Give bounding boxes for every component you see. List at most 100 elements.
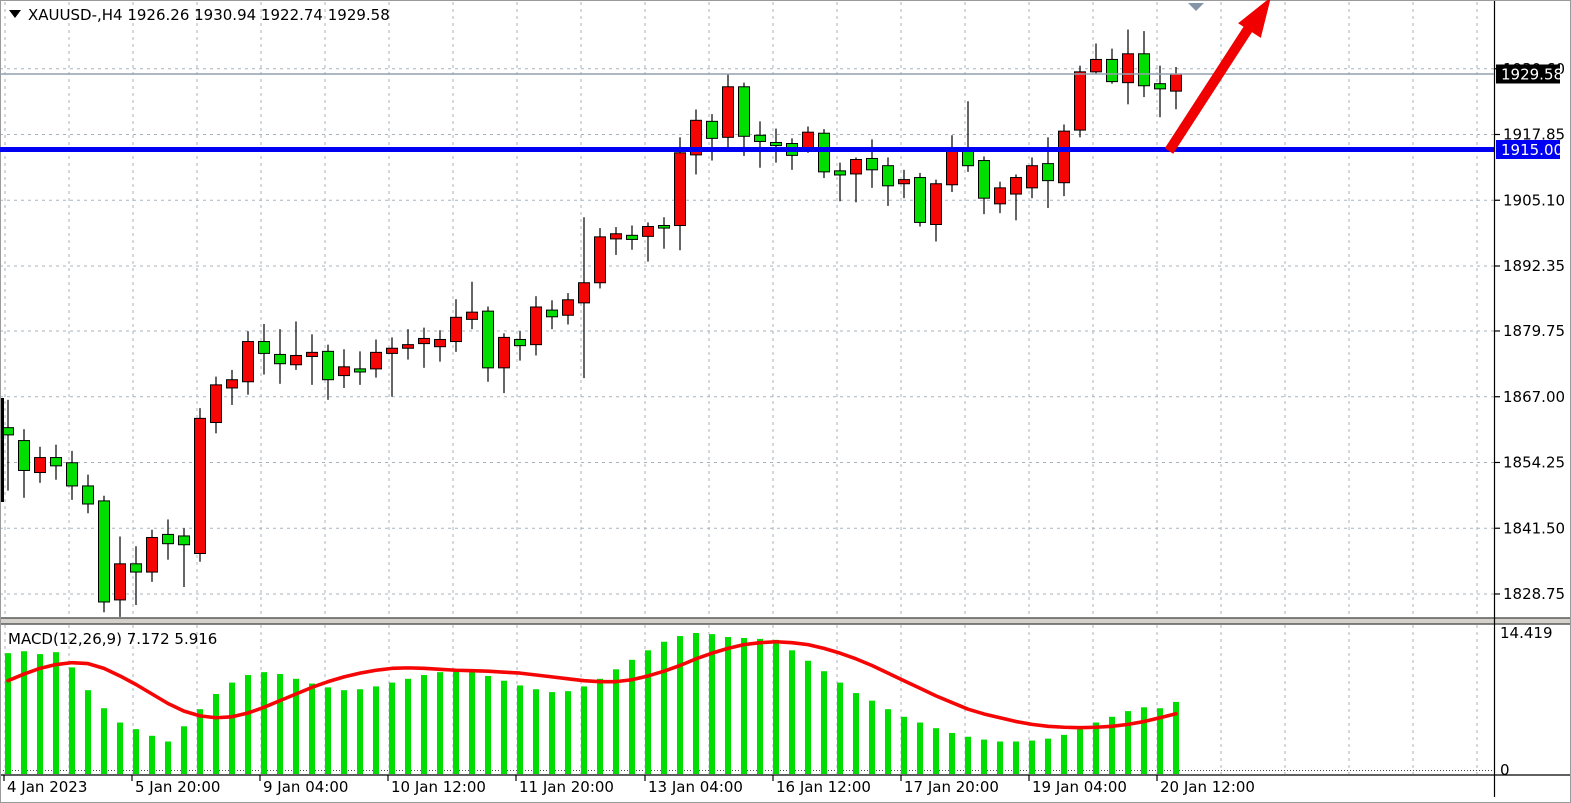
macd-histogram-bar: [1125, 711, 1131, 774]
macd-histogram-bar: [293, 678, 299, 774]
time-axis[interactable]: 4 Jan 2023 5 Jan 20:00 9 Jan 04:00 10 Jan 1…: [3, 775, 1255, 796]
candle-bullish: [1170, 73, 1182, 92]
macd-panel-background: [0, 624, 1571, 775]
candle-bearish: [914, 177, 926, 223]
price-axis-label: 1867.00: [1503, 388, 1565, 406]
macd-scale-zero-label: 0: [1500, 761, 1510, 779]
candle-bullish: [290, 354, 302, 366]
macd-histogram-bar: [757, 638, 763, 774]
panel-splitter[interactable]: [0, 617, 1571, 625]
macd-signal-line: [6, 639, 1178, 730]
macd-histogram-bar: [309, 683, 315, 774]
candle-bearish: [354, 368, 366, 373]
chart-title: XAUUSD-,H4 1926.26 1930.94 1922.74 1929.…: [9, 6, 390, 24]
candle-bullish: [434, 338, 446, 348]
price-axis[interactable]: 1930.601917.851905.101892.351879.751867.…: [1494, 60, 1565, 779]
price-axis-label: 1905.10: [1503, 191, 1565, 209]
hline-price-tag: 1915.00: [1496, 140, 1563, 159]
candle-bullish: [418, 337, 430, 345]
candle-bullish: [930, 183, 942, 225]
macd-histogram-bar: [325, 687, 331, 774]
macd-histogram-bar: [565, 691, 571, 774]
candle-bullish: [370, 351, 382, 370]
horizontal-support-line[interactable]: [0, 147, 1494, 152]
macd-histogram-bar: [373, 686, 379, 774]
macd-histogram-bar: [517, 685, 523, 774]
candle-bullish: [114, 563, 126, 601]
candle-bullish: [226, 379, 238, 389]
candle-bullish: [642, 226, 654, 237]
candle-bearish: [482, 310, 494, 369]
chevron-down-marker-icon[interactable]: [1188, 3, 1204, 11]
macd-histogram-bar: [245, 675, 251, 774]
candle-bearish: [514, 338, 526, 347]
triangle-down-icon[interactable]: [9, 10, 21, 18]
macd-histogram-bar: [917, 722, 923, 774]
candle-bullish: [498, 336, 510, 369]
macd-histogram-bar: [85, 690, 91, 774]
candle-bearish: [18, 440, 30, 471]
macd-histogram-bar: [645, 650, 651, 774]
macd-histogram-bar: [117, 722, 123, 774]
trend-arrow-annotation[interactable]: [1164, 0, 1271, 154]
time-axis-label: 13 Jan 04:00: [648, 778, 743, 796]
symbol-ohlc-text: XAUUSD-,H4 1926.26 1930.94 1922.74 1929.…: [28, 6, 390, 24]
macd-histogram-bar: [1173, 701, 1179, 774]
candle-bearish: [818, 132, 830, 173]
macd-histogram-bar: [501, 680, 507, 774]
macd-histogram-bar: [981, 739, 987, 774]
candle-bearish: [258, 341, 270, 354]
macd-histogram-bar: [709, 634, 715, 774]
candle-bullish: [1074, 71, 1086, 131]
macd-histogram-bar: [1109, 716, 1115, 774]
candle-bullish: [594, 236, 606, 284]
macd-histogram-bar: [581, 686, 587, 774]
macd-histogram-bar: [277, 674, 283, 774]
candle-bearish: [658, 225, 670, 229]
candle-bullish: [146, 537, 158, 573]
candle-bullish: [242, 341, 254, 383]
macd-histogram-bar: [405, 678, 411, 774]
candle-bullish: [690, 119, 702, 156]
macd-histogram-bar: [469, 672, 475, 774]
candle-bullish: [850, 159, 862, 175]
price-axis-label: 1841.50: [1503, 519, 1565, 537]
macd-histogram-bar: [37, 654, 43, 774]
candle-bullish: [34, 457, 46, 474]
candle-bullish: [610, 233, 622, 240]
candle-bearish: [82, 485, 94, 505]
macd-histogram-bar: [949, 732, 955, 774]
candle-bullish: [530, 306, 542, 346]
macd-histogram-bar: [933, 728, 939, 774]
candle-bearish: [738, 86, 750, 137]
macd-histogram-bar: [421, 675, 427, 774]
macd-histogram-bar: [229, 682, 235, 774]
macd-histogram-bar: [1029, 740, 1035, 774]
candle-bullish: [338, 366, 350, 377]
price-axis-label: 1828.75: [1503, 585, 1565, 603]
price-axis-label: 1917.85: [1503, 126, 1565, 144]
macd-histogram-bar: [1093, 722, 1099, 774]
macd-histogram-bar: [5, 653, 11, 774]
macd-histogram-bar: [741, 637, 747, 774]
candle-bullish: [306, 351, 318, 358]
macd-histogram-bar: [885, 709, 891, 774]
candle-bullish: [578, 282, 590, 304]
candles-layer: [2, 29, 1182, 617]
macd-histogram-bar: [533, 689, 539, 774]
candle-bearish: [834, 170, 846, 176]
time-axis-label: 10 Jan 12:00: [391, 778, 486, 796]
macd-histogram-bar: [629, 659, 635, 774]
candle-bullish: [1026, 165, 1038, 189]
time-axis-label: 9 Jan 04:00: [263, 778, 348, 796]
macd-histogram-bar: [389, 682, 395, 774]
macd-histogram-bar: [437, 672, 443, 774]
candle-bullish: [1090, 58, 1102, 73]
candle-bullish: [386, 347, 398, 354]
time-axis-label: 4 Jan 2023: [7, 778, 87, 796]
macd-histogram-bar: [21, 651, 27, 774]
macd-histogram-bar: [805, 660, 811, 774]
candle-bearish: [546, 309, 558, 318]
